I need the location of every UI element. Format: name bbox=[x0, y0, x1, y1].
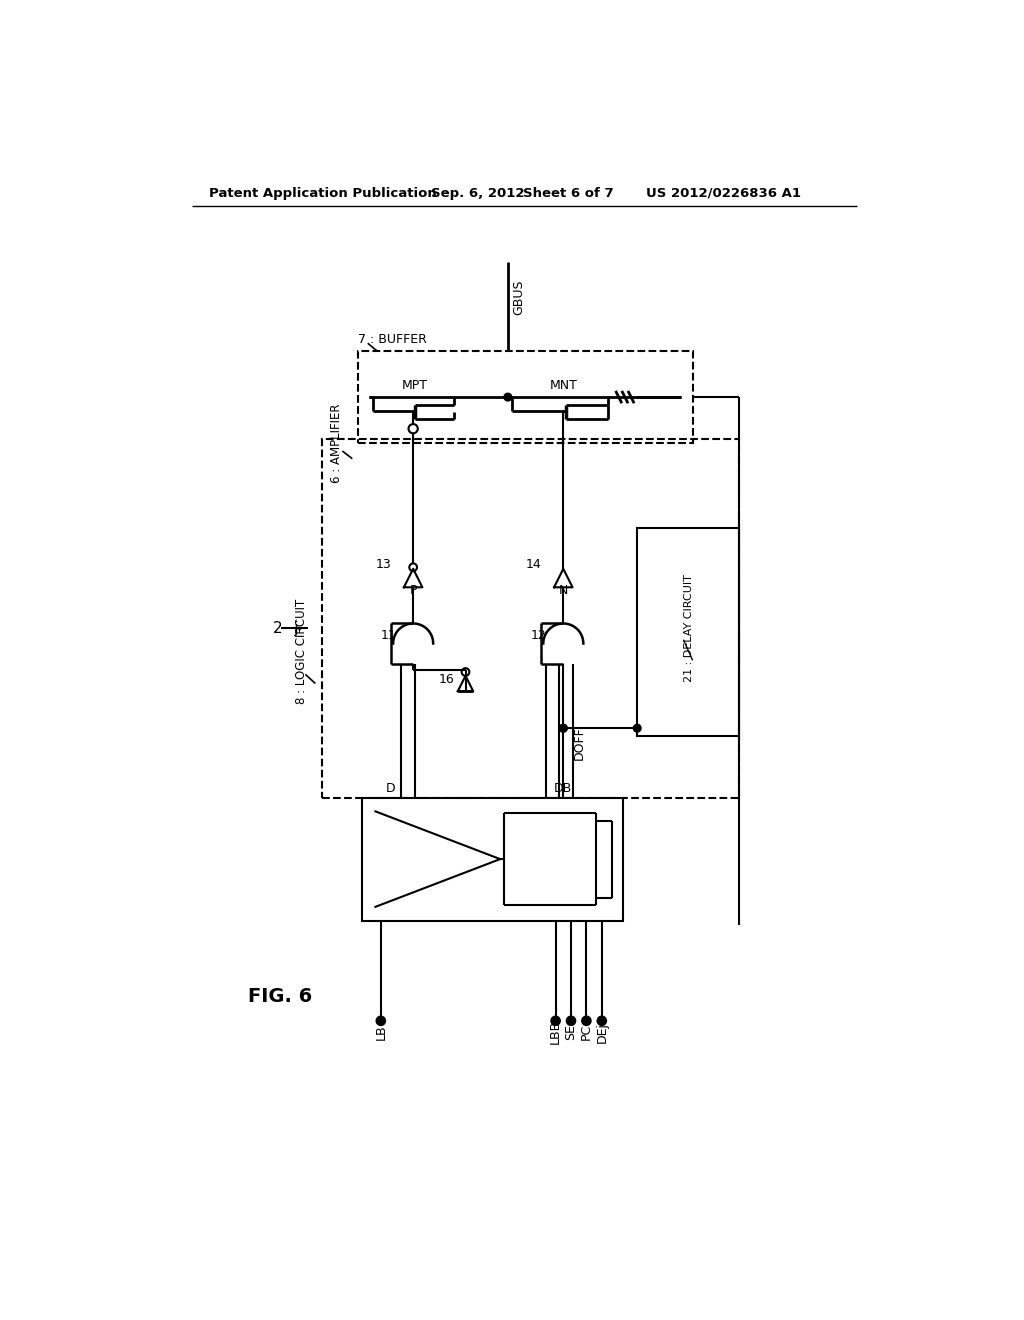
Bar bbox=[357, 351, 692, 444]
Text: 8 : LOGIC CIRCUIT: 8 : LOGIC CIRCUIT bbox=[295, 598, 308, 704]
Text: Patent Application Publication: Patent Application Publication bbox=[209, 186, 437, 199]
Text: Sep. 6, 2012: Sep. 6, 2012 bbox=[431, 186, 524, 199]
Text: 11: 11 bbox=[381, 630, 396, 643]
Text: MNT: MNT bbox=[549, 379, 578, 392]
Text: 12: 12 bbox=[531, 630, 547, 643]
Bar bbox=[361, 797, 624, 921]
Bar bbox=[637, 528, 739, 737]
Text: 16: 16 bbox=[438, 673, 455, 686]
Circle shape bbox=[504, 393, 512, 401]
Circle shape bbox=[597, 1016, 606, 1026]
Text: DOFF: DOFF bbox=[572, 727, 586, 760]
Text: 7 : BUFFER: 7 : BUFFER bbox=[358, 333, 427, 346]
Circle shape bbox=[582, 1016, 591, 1026]
Circle shape bbox=[634, 725, 641, 733]
Bar bbox=[322, 440, 739, 797]
Circle shape bbox=[566, 1016, 575, 1026]
Text: US 2012/0226836 A1: US 2012/0226836 A1 bbox=[646, 186, 802, 199]
Text: Sheet 6 of 7: Sheet 6 of 7 bbox=[523, 186, 613, 199]
Text: N: N bbox=[559, 583, 568, 597]
Text: 6 : AMPLIFIER: 6 : AMPLIFIER bbox=[331, 404, 343, 483]
Text: DEj: DEj bbox=[595, 1022, 608, 1043]
Text: DB: DB bbox=[554, 781, 572, 795]
Text: SE: SE bbox=[564, 1024, 578, 1040]
Text: D: D bbox=[386, 781, 395, 795]
Circle shape bbox=[559, 725, 567, 733]
Circle shape bbox=[376, 1016, 385, 1026]
Circle shape bbox=[559, 725, 567, 733]
Text: 21 : DELAY CIRCUIT: 21 : DELAY CIRCUIT bbox=[684, 574, 694, 682]
Text: MPT: MPT bbox=[401, 379, 428, 392]
Text: LB: LB bbox=[375, 1024, 387, 1040]
Text: LBB: LBB bbox=[549, 1020, 562, 1044]
Circle shape bbox=[551, 1016, 560, 1026]
Text: P: P bbox=[410, 583, 417, 597]
Text: 2−j: 2−j bbox=[273, 620, 300, 636]
Text: GBUS: GBUS bbox=[512, 280, 525, 314]
Text: FIG. 6: FIG. 6 bbox=[248, 986, 312, 1006]
Text: 13: 13 bbox=[376, 557, 391, 570]
Text: PC: PC bbox=[580, 1024, 593, 1040]
Text: 14: 14 bbox=[526, 557, 542, 570]
